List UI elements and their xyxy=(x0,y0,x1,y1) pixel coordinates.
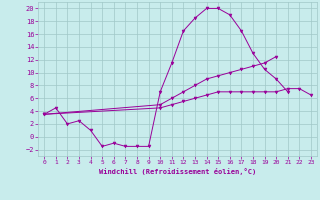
X-axis label: Windchill (Refroidissement éolien,°C): Windchill (Refroidissement éolien,°C) xyxy=(99,168,256,175)
